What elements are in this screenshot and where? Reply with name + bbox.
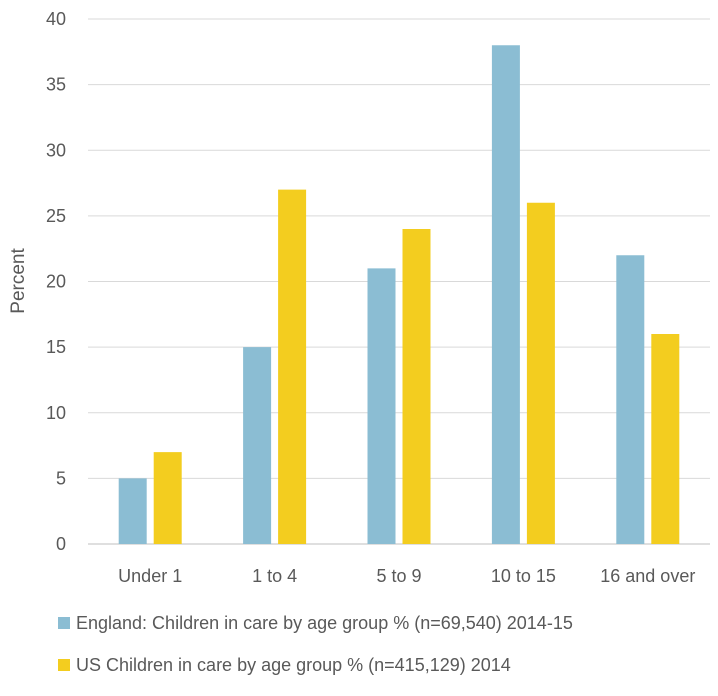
- bar-england-1: [243, 347, 272, 544]
- x-tick-label: 16 and over: [600, 566, 695, 586]
- bar-england-4: [616, 255, 645, 544]
- bar-england-3: [491, 45, 520, 544]
- y-tick-label: 5: [56, 468, 66, 488]
- legend-swatch-england: [58, 617, 70, 629]
- bar-us-4: [651, 334, 680, 544]
- legend-swatch-us: [58, 659, 70, 671]
- legend-label-us: US Children in care by age group % (n=41…: [76, 654, 511, 675]
- bar-chart: 0 5 10 15 20 25 30 35 40 Under 1 1 to 4 5 to 9 10 t…: [8, 9, 710, 586]
- bar-us-2: [402, 229, 431, 544]
- bars: [118, 45, 680, 544]
- legend: England: Children in care by age group %…: [58, 612, 573, 696]
- y-tick-label: 25: [46, 206, 66, 226]
- y-tick-label: 20: [46, 272, 66, 292]
- x-tick-labels: Under 1 1 to 4 5 to 9 10 to 15 16 and over: [118, 566, 695, 586]
- x-tick-label: 5 to 9: [376, 566, 421, 586]
- bar-us-1: [278, 189, 307, 544]
- bar-england-2: [367, 268, 396, 544]
- x-tick-label: 1 to 4: [252, 566, 297, 586]
- x-tick-label: 10 to 15: [491, 566, 556, 586]
- gridlines: [88, 18, 710, 545]
- y-tick-label: 10: [46, 403, 66, 423]
- legend-item-england: England: Children in care by age group %…: [58, 612, 573, 634]
- y-tick-labels: 0 5 10 15 20 25 30 35 40: [46, 9, 66, 554]
- bar-us-3: [526, 202, 555, 544]
- y-tick-label: 30: [46, 140, 66, 160]
- legend-label-england: England: Children in care by age group %…: [76, 612, 573, 633]
- y-tick-label: 15: [46, 337, 66, 357]
- bar-england-0: [118, 478, 147, 544]
- x-tick-label: Under 1: [118, 566, 182, 586]
- y-axis-title: Percent: [8, 248, 29, 314]
- y-tick-label: 35: [46, 75, 66, 95]
- y-tick-label: 40: [46, 9, 66, 29]
- bar-us-0: [153, 452, 182, 544]
- legend-item-us: US Children in care by age group % (n=41…: [58, 654, 573, 676]
- y-tick-label: 0: [56, 534, 66, 554]
